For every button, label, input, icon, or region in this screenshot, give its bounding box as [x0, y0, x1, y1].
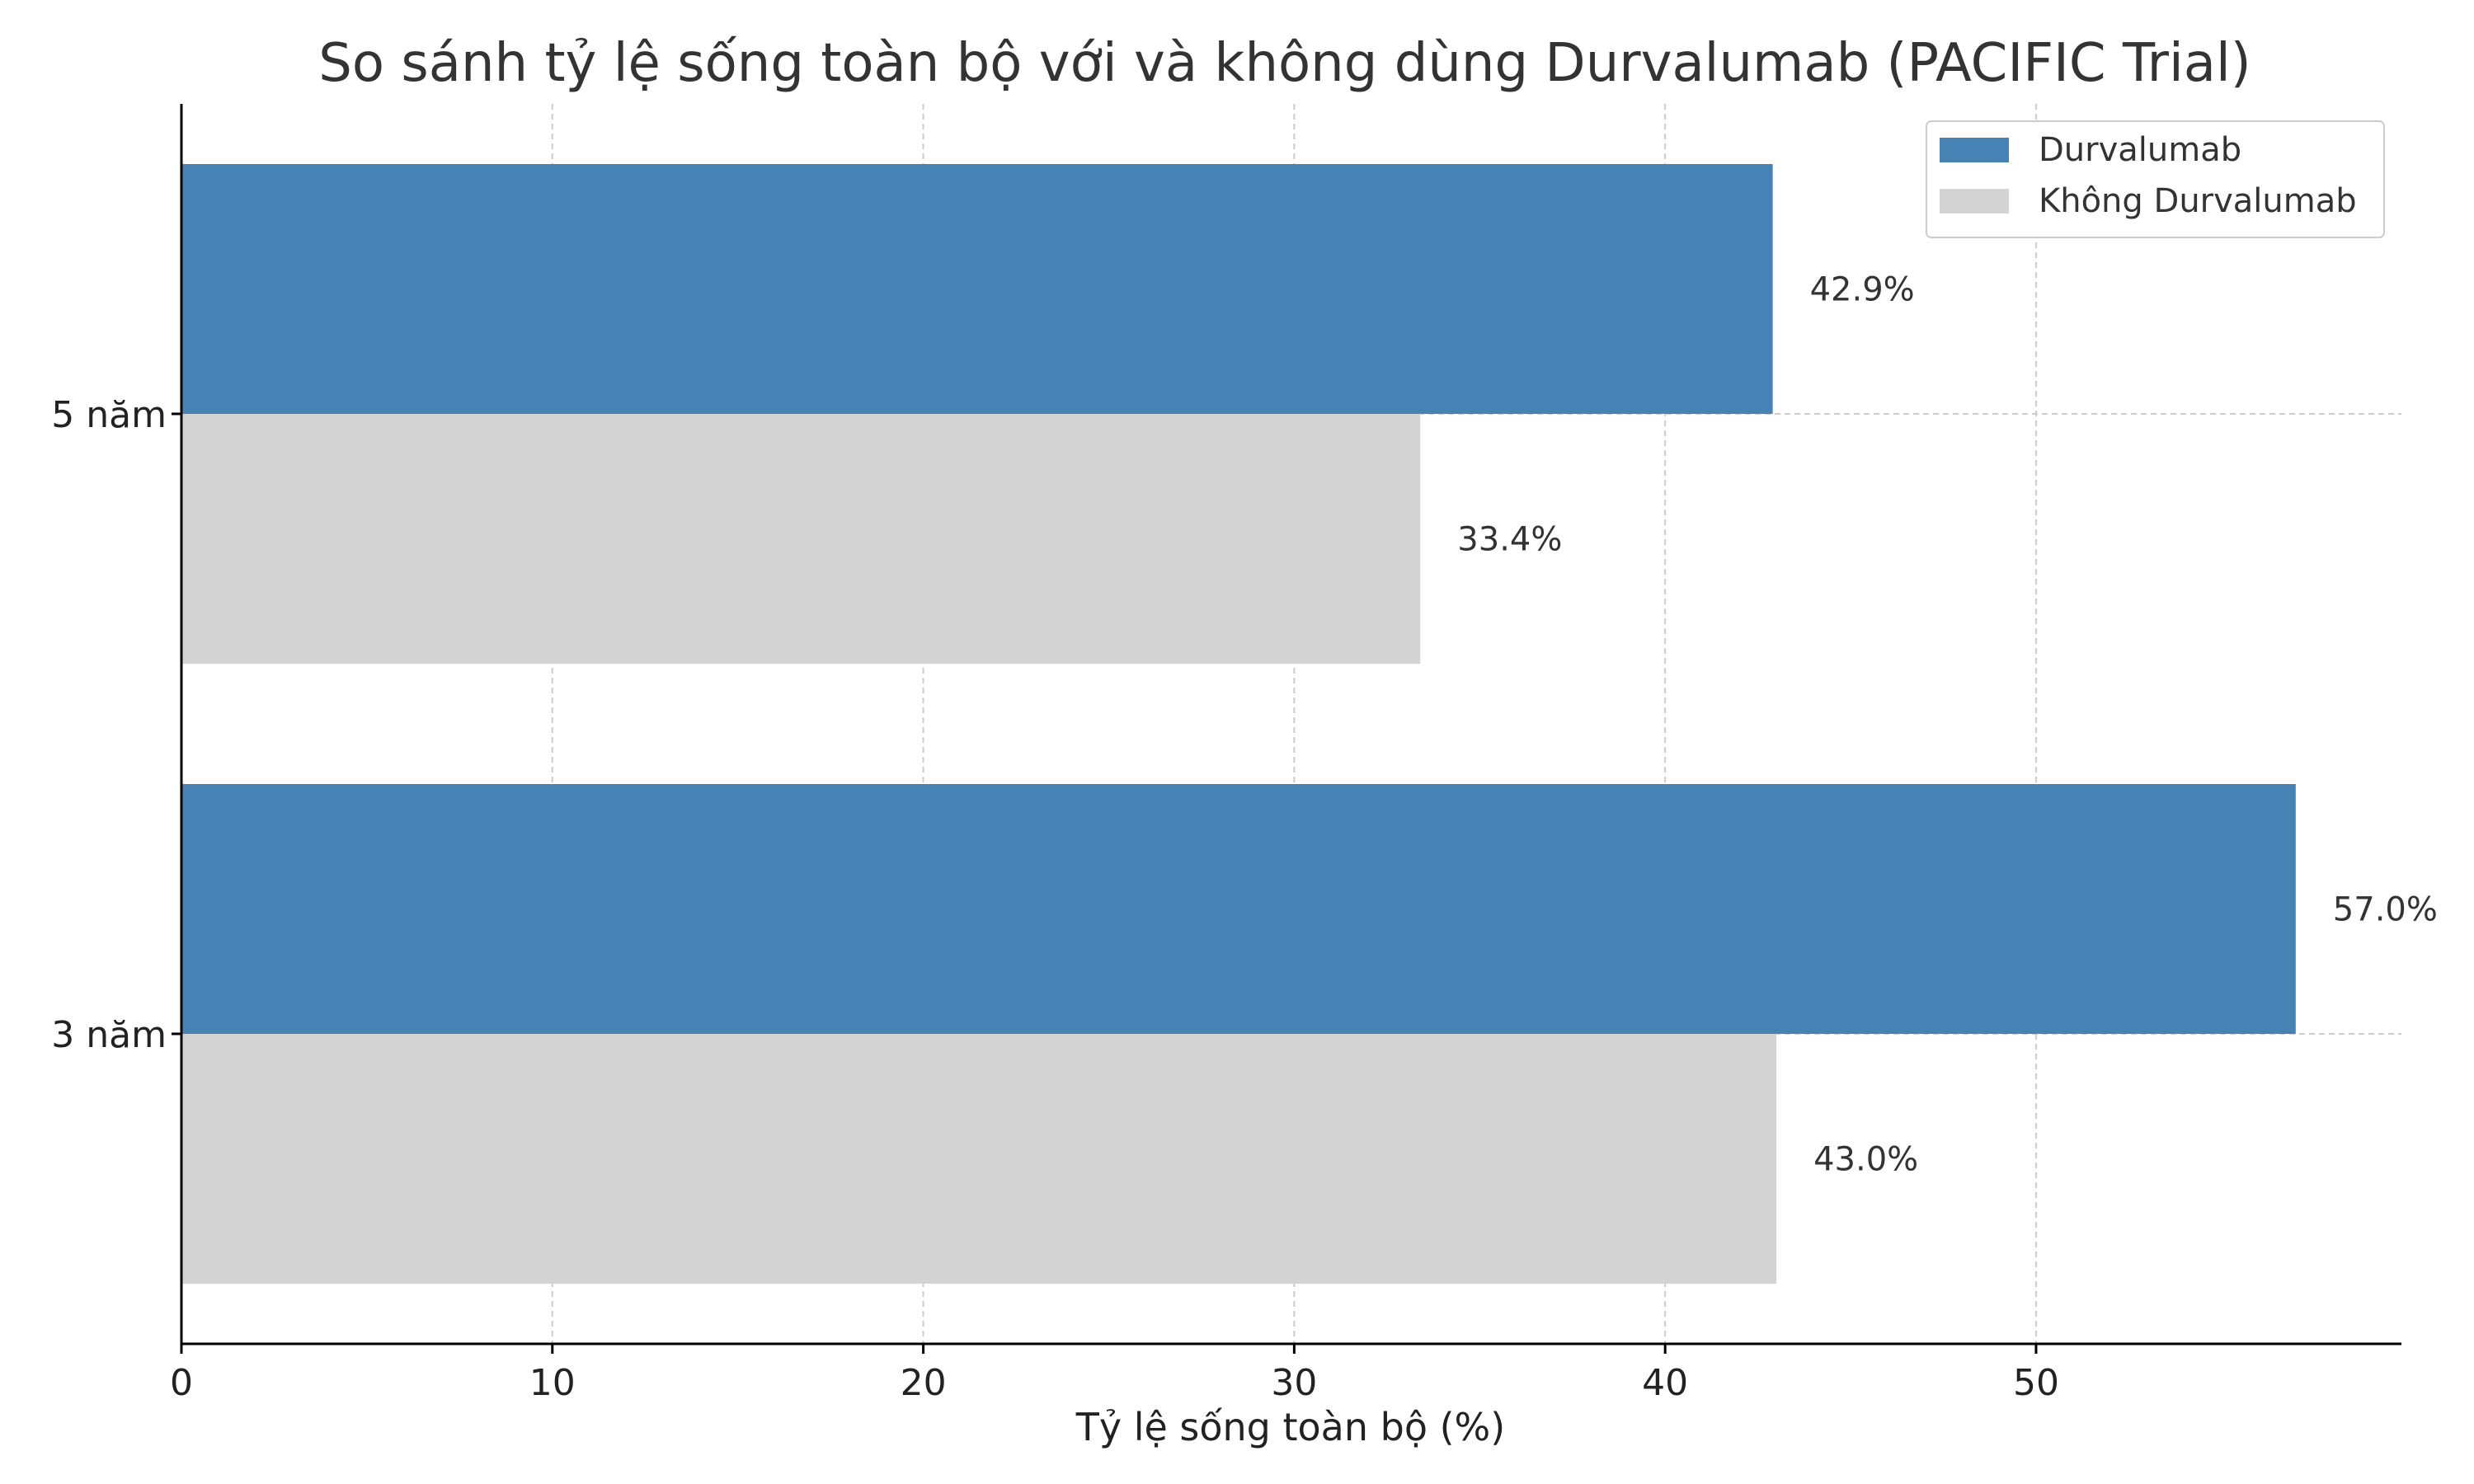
chart-title: So sánh tỷ lệ sống toàn bộ với và không … — [318, 33, 2251, 94]
x-tick-label: 20 — [901, 1362, 947, 1404]
legend-swatch — [1940, 189, 2009, 214]
legend: Durvalumab Không Durvalumab — [1926, 120, 2385, 238]
data-label: 43.0% — [1813, 1141, 1918, 1179]
x-tick-label: 0 — [170, 1362, 193, 1404]
legend-label: Không Durvalumab — [2039, 182, 2357, 220]
y-tick-label: 5 năm — [51, 394, 167, 436]
x-tick-label: 10 — [529, 1362, 576, 1404]
y-tick-label: 3 năm — [51, 1014, 167, 1056]
legend-box — [1926, 120, 2385, 238]
x-axis-label: Tỷ lệ sống toàn bộ (%) — [1075, 1405, 1505, 1449]
bar — [181, 784, 2296, 1034]
legend-swatch — [1940, 138, 2009, 162]
x-tick-label: 40 — [1642, 1362, 1688, 1404]
axes: 0 10 20 30 40 50 5 năm 3 năm — [51, 104, 2401, 1404]
x-tick-label: 30 — [1271, 1362, 1317, 1404]
bar — [181, 164, 1773, 414]
legend-label: Durvalumab — [2039, 131, 2241, 169]
data-label: 42.9% — [1810, 271, 1915, 309]
x-tick-label: 50 — [2013, 1362, 2059, 1404]
bars — [181, 164, 2296, 1284]
data-labels: 42.9% 33.4% 57.0% 43.0% — [1457, 271, 2438, 1179]
data-label: 57.0% — [2333, 891, 2438, 929]
bar — [181, 1034, 1777, 1284]
data-label: 33.4% — [1457, 521, 1562, 559]
bar — [181, 414, 1421, 664]
